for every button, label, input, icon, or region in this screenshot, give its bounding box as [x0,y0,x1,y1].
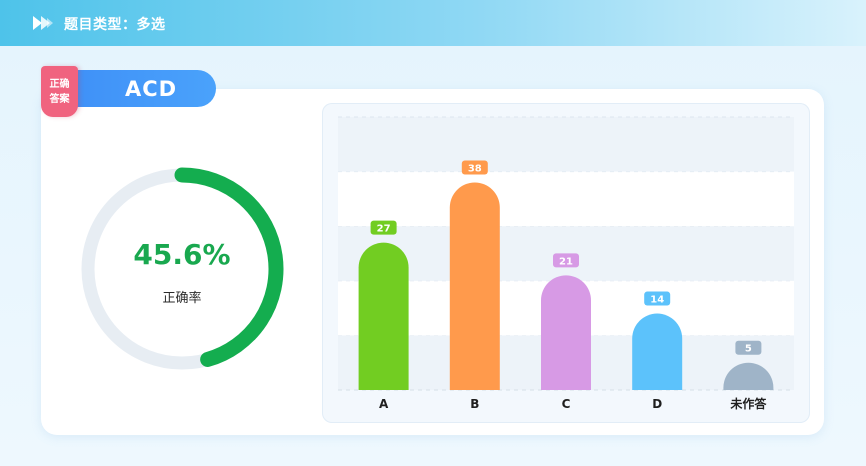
x-tick-label: B [470,397,479,411]
data-label-bg [735,340,762,355]
bar-B [449,182,500,390]
bar-未作答 [723,362,774,390]
data-label: 38 [468,164,482,175]
accuracy-label: 正确率 [162,291,202,306]
x-tick-label: A [379,397,389,411]
bar-D [632,313,683,390]
badge-label-line1: 正确 [49,78,70,90]
double-arrow-icon [33,16,53,30]
header-bar: 题目类型：多选 [0,0,866,46]
correct-answer-badge: 正确 答案 [41,66,78,117]
grid-band [338,117,794,172]
accuracy-donut-chart [81,167,284,370]
bar-A [358,242,409,390]
data-label-bg [461,160,488,175]
badge-label-line2: 答案 [49,93,70,105]
data-label-bg [370,220,397,235]
donut-progress-arc [174,167,284,367]
data-label-bg [644,291,671,306]
correct-answer-pill: ACD [58,70,216,107]
data-label: 14 [650,295,664,306]
data-label-bg [553,253,579,268]
question-type-title: 题目类型：多选 [64,17,166,33]
data-label: 21 [559,256,573,267]
x-tick-label: D [652,397,662,411]
accuracy-value: 45.6% [133,238,231,271]
data-label: 27 [377,224,391,235]
data-label: 5 [745,344,752,355]
bar-C [541,275,591,390]
x-tick-label: C [562,397,571,411]
answer-distribution-bar-chart: 27 A 38 B 21 C 14 D 5 未作答 [338,116,794,411]
grid-band [338,171,794,227]
x-tick-label: 未作答 [729,396,767,411]
correct-answer-value: ACD [124,76,178,101]
